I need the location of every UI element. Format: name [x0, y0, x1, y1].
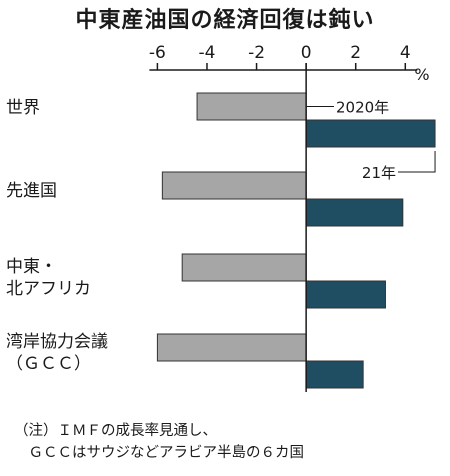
series-label-2020: 2020年 — [336, 99, 389, 117]
x-tick-label: -6 — [149, 43, 166, 63]
bar-2021-1 — [305, 198, 404, 227]
unit-label: % — [414, 65, 429, 84]
bar-2021-0 — [305, 119, 436, 148]
chart-title: 中東産油国の経済回復は鈍い — [75, 8, 375, 33]
callout-line-2021 — [398, 151, 436, 173]
footnote: （注）ＩＭＦの成長率見通し、 ＧＣＣはサウジなどアラビア半島の６カ国 — [14, 423, 304, 461]
bar-2020-2 — [181, 253, 307, 282]
bar-2020-1 — [161, 171, 307, 200]
bar-2021-3 — [305, 360, 364, 389]
bar-2020-3 — [156, 333, 307, 362]
category-label-world: 世界 — [6, 98, 40, 118]
category-label-mena: 中東・ 北アフリカ — [6, 257, 91, 299]
x-tick-label: -2 — [248, 43, 265, 63]
x-tick-label: 0 — [301, 43, 312, 63]
bar-2020-0 — [196, 92, 307, 121]
x-tick-label: 2 — [350, 43, 361, 63]
category-label-gcc: 湾岸協力会議 （ＧＣＣ） — [6, 332, 108, 374]
series-label-2021: 21年 — [362, 164, 396, 182]
x-tick-label: -4 — [198, 43, 215, 63]
bar-2021-2 — [305, 280, 386, 309]
category-label-advanced-economies: 先進国 — [6, 181, 57, 201]
x-tick-label: 4 — [400, 43, 411, 63]
